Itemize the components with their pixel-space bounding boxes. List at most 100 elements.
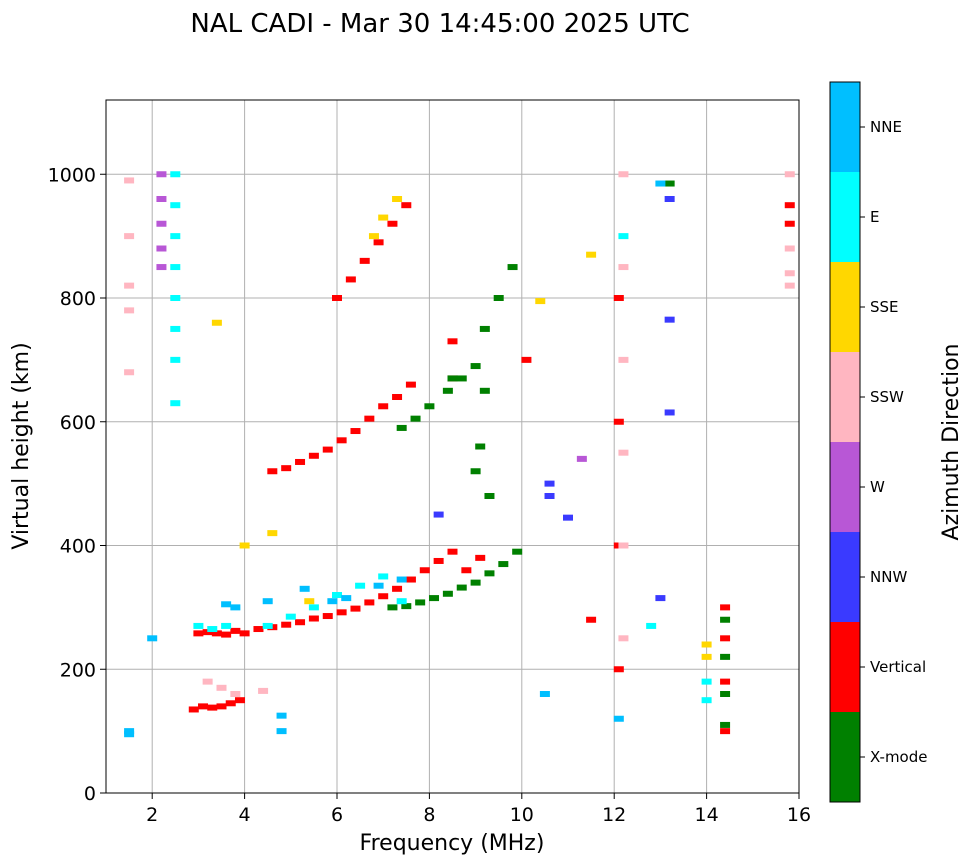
- data-point: [188, 706, 199, 713]
- data-point: [341, 595, 352, 602]
- data-point: [720, 616, 731, 623]
- data-point: [230, 627, 241, 634]
- data-point: [392, 196, 403, 202]
- data-point: [613, 715, 624, 722]
- colorbar-segment: [830, 82, 860, 172]
- data-point: [392, 394, 403, 400]
- data-point: [373, 582, 384, 589]
- data-point: [170, 202, 181, 209]
- data-point: [258, 687, 269, 694]
- data-point: [396, 424, 407, 431]
- data-point: [720, 635, 731, 642]
- data-point: [170, 233, 181, 240]
- grid: [106, 100, 800, 794]
- data-point: [364, 599, 375, 606]
- data-point: [447, 338, 458, 345]
- data-point: [655, 180, 666, 187]
- y-tick-label: 200: [60, 659, 96, 681]
- colorbar-tick-label: NNW: [870, 568, 907, 586]
- data-point: [193, 622, 204, 629]
- data-point: [544, 493, 555, 499]
- data-point: [544, 480, 555, 487]
- data-point: [124, 177, 135, 184]
- data-point: [239, 630, 250, 637]
- data-point: [576, 455, 587, 462]
- data-point: [156, 245, 167, 252]
- data-point: [364, 415, 375, 422]
- series-e: [170, 171, 712, 704]
- data-point: [221, 601, 232, 608]
- data-point: [618, 264, 629, 271]
- data-point: [156, 196, 167, 202]
- x-tick-label: 12: [602, 804, 626, 826]
- colorbar-segment: [830, 172, 860, 262]
- colorbar-segment: [830, 262, 860, 352]
- data-point: [216, 703, 227, 710]
- data-point: [618, 356, 629, 363]
- data-point: [424, 403, 435, 410]
- data-point: [405, 381, 416, 388]
- data-point: [368, 233, 379, 240]
- data-point: [170, 171, 181, 178]
- data-point: [720, 678, 731, 685]
- data-point: [720, 604, 731, 611]
- data-point: [170, 295, 181, 301]
- data-point: [373, 239, 384, 246]
- data-point: [784, 171, 795, 178]
- chart-title: NAL CADI - Mar 30 14:45:00 2025 UTC: [190, 9, 689, 39]
- data-point: [521, 356, 532, 363]
- series-nnw: [433, 196, 675, 602]
- data-point: [308, 604, 319, 611]
- data-point: [207, 704, 218, 711]
- data-point: [193, 630, 204, 637]
- data-point: [720, 728, 731, 735]
- data-point: [378, 214, 389, 221]
- data-point: [170, 400, 181, 407]
- data-point: [202, 629, 213, 636]
- data-point: [664, 409, 675, 416]
- colorbar-frame: [829, 81, 861, 803]
- data-point: [262, 598, 273, 605]
- data-point: [784, 270, 795, 277]
- data-point: [784, 220, 795, 227]
- data-point: [221, 631, 232, 638]
- data-point: [613, 418, 624, 425]
- data-point: [646, 622, 657, 629]
- data-point: [618, 171, 629, 178]
- data-point: [415, 599, 426, 606]
- data-point: [299, 585, 310, 592]
- data-point: [563, 514, 573, 521]
- x-tick-label: 8: [423, 804, 435, 826]
- y-tick-label: 1000: [48, 164, 96, 186]
- data-point: [664, 316, 675, 323]
- data-point: [267, 530, 278, 537]
- data-point: [230, 604, 241, 611]
- y-tick-label: 800: [60, 288, 96, 310]
- data-point: [345, 276, 356, 283]
- data-point: [322, 446, 333, 453]
- series-nne: [124, 180, 666, 738]
- y-axis-label: Virtual height (km): [9, 342, 34, 549]
- series-x-mode: [387, 180, 731, 728]
- y-ticks: 0 200 400 600 800 1000: [48, 164, 106, 805]
- data-point: [396, 598, 407, 605]
- data-point: [170, 264, 181, 271]
- data-point: [156, 264, 167, 271]
- data-point: [124, 233, 135, 240]
- data-point: [701, 653, 712, 660]
- data-point: [396, 576, 407, 583]
- data-point: [170, 356, 181, 363]
- y-tick-label: 0: [84, 783, 96, 805]
- data-point: [124, 369, 135, 376]
- colorbar-tick-label: SSE: [870, 298, 899, 316]
- data-point: [336, 437, 347, 444]
- colorbar-segment: [830, 442, 860, 532]
- colorbar-tick-label: NNE: [870, 118, 902, 136]
- data-point: [410, 415, 421, 422]
- x-tick-label: 16: [787, 804, 811, 826]
- data-point: [156, 220, 167, 227]
- colorbar: X-mode Vertical NNW W SSW SSE E NNE: [830, 82, 927, 802]
- data-point: [359, 257, 370, 264]
- data-point: [378, 573, 389, 580]
- data-point: [308, 452, 319, 459]
